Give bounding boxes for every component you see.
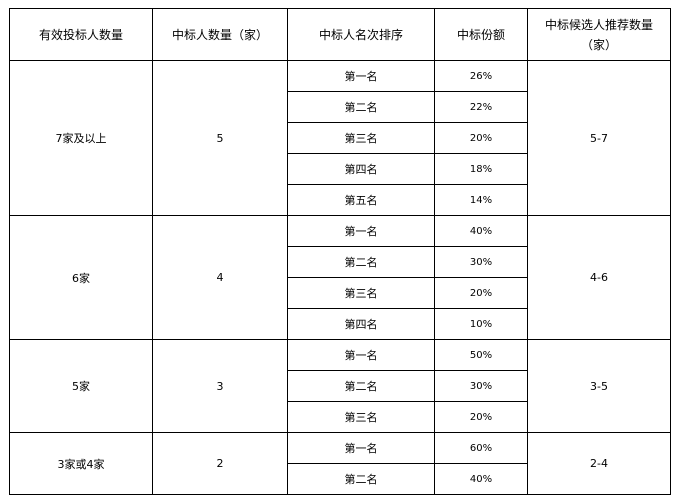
share-cell: 50%	[434, 339, 528, 371]
bidders-cell: 5家	[9, 339, 153, 433]
recommend-cell: 2-4	[527, 432, 671, 495]
rank-cell: 第三名	[287, 277, 435, 309]
share-cell: 20%	[434, 401, 528, 433]
recommend-cell: 4-6	[527, 215, 671, 340]
rank-cell: 第五名	[287, 184, 435, 216]
rank-cell: 第二名	[287, 246, 435, 278]
share-cell: 40%	[434, 463, 528, 495]
table-row: 6家 4 第一名 40% 4-6	[9, 215, 671, 340]
winners-cell: 3	[152, 339, 288, 433]
winners-cell: 5	[152, 60, 288, 216]
recommend-cell: 3-5	[527, 339, 671, 433]
rank-cell: 第一名	[287, 60, 435, 92]
rank-cell: 第三名	[287, 401, 435, 433]
bidders-cell: 6家	[9, 215, 153, 340]
share-cell: 14%	[434, 184, 528, 216]
rank-cell: 第一名	[287, 432, 435, 464]
header-rank: 中标人名次排序	[287, 8, 435, 61]
rank-cell: 第二名	[287, 463, 435, 495]
share-cell: 10%	[434, 308, 528, 340]
header-recommend: 中标候选人推荐数量（家）	[527, 8, 671, 61]
share-cell: 26%	[434, 60, 528, 92]
share-cell: 20%	[434, 277, 528, 309]
share-cell: 60%	[434, 432, 528, 464]
table-row: 5家 3 第一名 50% 3-5	[9, 339, 671, 433]
bidders-cell: 7家及以上	[9, 60, 153, 216]
table-row: 第二名 30%	[10, 246, 671, 278]
table-row: 第二名 30%	[10, 370, 671, 402]
share-cell: 30%	[434, 370, 528, 402]
rank-cell: 第二名	[287, 370, 435, 402]
header-winners: 中标人数量（家）	[152, 8, 288, 61]
share-cell: 18%	[434, 153, 528, 185]
table-row: 7家及以上 5 第一名 26% 5-7	[9, 60, 671, 216]
rank-cell: 第一名	[287, 215, 435, 247]
table-row: 第四名 18%	[10, 153, 671, 185]
rank-cell: 第四名	[287, 153, 435, 185]
share-cell: 22%	[434, 91, 528, 123]
rank-cell: 第二名	[287, 91, 435, 123]
header-share: 中标份额	[434, 8, 528, 61]
rank-cell: 第四名	[287, 308, 435, 340]
share-cell: 30%	[434, 246, 528, 278]
table-row: 第二名 40%	[10, 463, 671, 495]
recommend-cell: 5-7	[527, 60, 671, 216]
table-row: 第三名 20%	[10, 401, 671, 433]
share-cell: 20%	[434, 122, 528, 154]
winners-cell: 4	[152, 215, 288, 340]
table-row: 第四名 10%	[10, 308, 671, 340]
bidders-cell: 3家或4家	[9, 432, 153, 495]
rank-cell: 第一名	[287, 339, 435, 371]
winners-cell: 2	[152, 432, 288, 495]
table-row: 3家或4家 2 第一名 60% 2-4	[9, 432, 671, 495]
share-cell: 40%	[434, 215, 528, 247]
header-row: 有效投标人数量 中标人数量（家） 中标人名次排序 中标份额 中标候选人推荐数量（…	[9, 8, 671, 61]
bid-allocation-table: 有效投标人数量 中标人数量（家） 中标人名次排序 中标份额 中标候选人推荐数量（…	[9, 8, 671, 495]
header-bidders: 有效投标人数量	[9, 8, 153, 61]
table-row: 第二名 22%	[10, 91, 671, 123]
rank-cell: 第三名	[287, 122, 435, 154]
